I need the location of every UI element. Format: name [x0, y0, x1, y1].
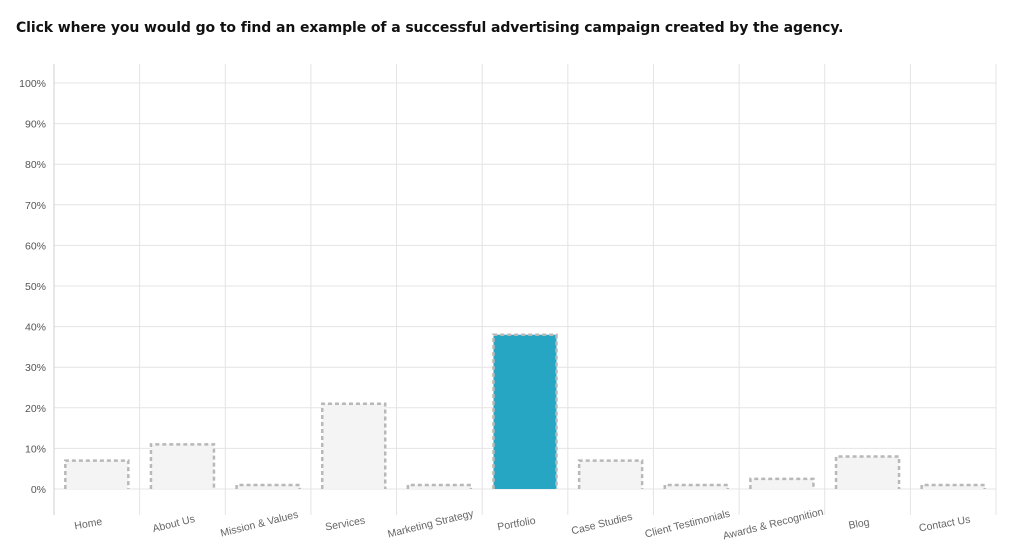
- x-tick-label-group: Client Testimonials: [644, 508, 732, 541]
- x-tick-label: Awards & Recognition: [722, 506, 825, 543]
- bar-outline: [320, 402, 387, 489]
- x-tick-label-group: About Us: [151, 513, 196, 535]
- bar-case-studies[interactable]: [577, 459, 644, 489]
- bar-outline: [64, 459, 130, 489]
- bar-fill: [664, 484, 728, 489]
- bar-outline: [577, 459, 644, 489]
- bar-outline: [492, 333, 558, 489]
- x-tick-label-group: Home: [73, 516, 103, 533]
- bar-about-us[interactable]: [149, 443, 216, 489]
- bar-mission-values[interactable]: [235, 483, 301, 489]
- bar-blog[interactable]: [834, 455, 901, 489]
- y-tick-label: 90%: [25, 119, 46, 131]
- x-tick-label: About Us: [151, 513, 196, 535]
- y-tick-label: 0%: [31, 484, 46, 496]
- bar-fill: [750, 478, 814, 489]
- y-tick-label: 50%: [25, 281, 46, 293]
- bar-fill: [150, 444, 214, 489]
- bar-fill: [322, 403, 386, 489]
- question-text: Click where you would go to find an exam…: [16, 20, 844, 36]
- y-tick-label: 70%: [25, 200, 46, 212]
- bar-outline: [834, 455, 901, 489]
- bar-home[interactable]: [64, 459, 130, 489]
- bar-services[interactable]: [320, 402, 387, 489]
- bar-fill: [579, 460, 643, 489]
- bar-client-testimonials[interactable]: [663, 483, 730, 489]
- bar-outline: [920, 483, 986, 489]
- bar-fill: [236, 484, 300, 489]
- y-tick-label: 80%: [25, 159, 46, 171]
- x-tick-label: Case Studies: [570, 511, 634, 538]
- bar-awards-recognition[interactable]: [749, 477, 815, 489]
- bar-fill: [65, 460, 129, 489]
- y-tick-label: 20%: [25, 403, 46, 415]
- x-tick-label-group: Contact Us: [918, 514, 971, 535]
- x-tick-label-group: Blog: [848, 516, 871, 531]
- y-axis-tick-labels: 0% 10% 20% 30% 40% 50% 60% 70% 80% 90% 100%: [19, 78, 46, 496]
- bar-fill: [407, 484, 471, 489]
- y-tick-label: 10%: [25, 443, 46, 455]
- x-tick-label: Mission & Values: [219, 509, 299, 540]
- bar-marketing-strategy[interactable]: [406, 483, 473, 489]
- x-tick-label-group: Services: [324, 515, 366, 534]
- x-tick-label-group: Mission & Values: [219, 509, 299, 540]
- bar-outline: [406, 483, 473, 489]
- x-tick-label-group: Marketing Strategy: [386, 507, 475, 540]
- y-tick-label: 30%: [25, 362, 46, 374]
- x-tick-label: Blog: [848, 516, 871, 531]
- bar-outline: [149, 443, 216, 489]
- x-tick-label: Portfolio: [496, 515, 536, 534]
- x-tick-label: Client Testimonials: [644, 508, 732, 541]
- bar-fill: [493, 334, 557, 489]
- y-tick-label: 100%: [19, 78, 46, 90]
- y-tick-label: 60%: [25, 240, 46, 252]
- bar-outline: [235, 483, 301, 489]
- x-tick-label: Contact Us: [918, 514, 971, 535]
- x-tick-label-group: Awards & Recognition: [722, 506, 825, 543]
- x-tick-label-group: Case Studies: [570, 511, 634, 538]
- bar-fill: [836, 456, 900, 489]
- x-tick-label: Services: [324, 515, 366, 534]
- bar-contact-us[interactable]: [920, 483, 986, 489]
- bar-portfolio[interactable]: [492, 333, 558, 489]
- bar-fill: [921, 484, 985, 489]
- x-tick-label: Marketing Strategy: [386, 507, 475, 540]
- bars: [64, 333, 986, 489]
- x-tick-label-group: Portfolio: [496, 515, 536, 534]
- bar-outline: [663, 483, 730, 489]
- x-axis-tick-labels: Home About Us Mission & Values Services Mark…: [73, 506, 971, 543]
- x-tick-label: Home: [73, 516, 103, 533]
- y-tick-label: 40%: [25, 322, 46, 334]
- bar-outline: [749, 477, 815, 489]
